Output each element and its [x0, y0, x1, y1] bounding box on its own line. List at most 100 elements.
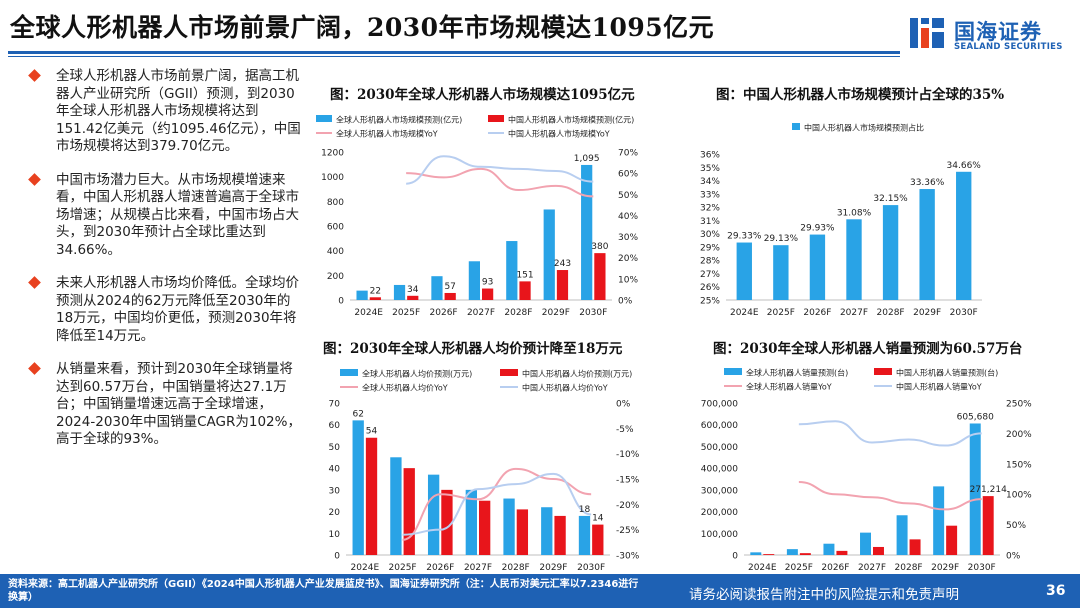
bar: [969, 423, 981, 555]
x-tick-label: 2028F: [502, 563, 530, 573]
y-tick-label: 400,000: [701, 465, 738, 475]
y-tick-label: 32%: [700, 204, 720, 214]
data-label: 32.15%: [873, 194, 908, 204]
legend-swatch: [316, 115, 332, 122]
china-share-chart: 中国人形机器人市场规模预测占比 25% 26% 27% 28% 29% 30% 31% 32% 3…: [700, 123, 982, 318]
y2-tick-label: -20%: [616, 501, 640, 511]
bar: [982, 496, 994, 555]
bar: [823, 543, 835, 555]
data-label: 93: [482, 278, 493, 288]
x-tick-label: 2029F: [913, 308, 941, 318]
logo-text-en: SEALAND SECURITIES: [954, 42, 1063, 52]
logo-text-cn: 国海证券: [954, 20, 1042, 44]
y-tick-label: 35%: [700, 164, 720, 174]
y2-tick-label: 10%: [618, 275, 638, 285]
y-tick-label: 30%: [700, 230, 720, 240]
data-label: 151: [516, 270, 533, 280]
x-tick-label: 2024E: [730, 308, 759, 318]
legend-label: 中国人形机器人均价YoY: [522, 383, 608, 393]
data-label: 31.08%: [837, 208, 872, 218]
title-underline-thin: [8, 56, 900, 57]
x-tick-label: 2029F: [542, 308, 570, 318]
bar: [556, 270, 569, 300]
y-tick-label: 40: [329, 465, 341, 475]
page-number: 36: [1046, 583, 1066, 599]
bullet-text: 全球人形机器人市场前景广阔，据高工机器人产业研究所（GGII）预测，到2030年…: [56, 68, 301, 154]
y2-tick-label: 150%: [1006, 460, 1032, 470]
series-line: [798, 420, 982, 447]
y2-tick-label: -15%: [616, 476, 640, 486]
data-label: 14: [592, 514, 604, 524]
bar: [390, 457, 402, 555]
legend-label: 全球人形机器人市场规模YoY: [336, 129, 438, 139]
legend-label: 中国人形机器人均价预测(万元): [522, 369, 632, 379]
bar: [369, 297, 381, 300]
y2-tick-label: 50%: [1006, 521, 1026, 531]
bar: [763, 554, 775, 555]
data-label: 18: [579, 505, 591, 515]
y2-tick-label: 50%: [618, 191, 638, 201]
china-share-chart-title: 图：中国人形机器人市场规模预计占全球的35%: [716, 87, 1005, 103]
data-label: 62: [352, 409, 363, 419]
bar: [786, 549, 798, 555]
bar: [503, 498, 515, 555]
data-label: 29.33%: [727, 232, 762, 242]
sealand-logo-icon: [910, 18, 944, 48]
data-label: 34: [407, 285, 419, 295]
data-label: 54: [366, 427, 378, 437]
diamond-bullet-icon: [28, 172, 41, 186]
x-tick-label: 2024E: [351, 563, 380, 573]
y-tick-label: 36%: [700, 151, 720, 161]
legend-swatch: [874, 368, 892, 375]
bar: [873, 546, 884, 555]
legend-swatch: [724, 368, 742, 375]
bar: [352, 420, 364, 555]
y-tick-label: 10: [329, 530, 341, 540]
bullet-item: 未来人形机器人市场均价降低。全球均价预测从2024的62万元降低至2030年的1…: [28, 275, 303, 345]
y-tick-label: 100,000: [701, 530, 738, 540]
y2-tick-label: -25%: [616, 526, 640, 536]
y2-tick-label: 60%: [618, 170, 638, 180]
y-tick-label: 600,000: [701, 421, 738, 431]
legend-swatch: [792, 123, 800, 130]
x-tick-label: 2027F: [840, 308, 868, 318]
bar: [581, 164, 593, 300]
x-tick-label: 2025F: [767, 308, 795, 318]
x-tick-label: 2026F: [430, 308, 458, 318]
data-label: 34.66%: [947, 161, 982, 171]
bullet-list: 全球人形机器人市场前景广阔，据高工机器人产业研究所（GGII）预测，到2030年…: [28, 68, 303, 465]
legend-label: 全球人形机器人均价预测(万元): [362, 369, 472, 379]
bar: [773, 245, 789, 300]
bullet-item: 从销量来看，预计到2030年全球销量将达到60.57万台，中国销量将达27.1万…: [28, 361, 303, 449]
bar: [516, 509, 529, 555]
y2-tick-label: -5%: [616, 425, 634, 435]
y-tick-label: 34%: [700, 177, 720, 187]
y-tick-label: 20: [329, 508, 341, 518]
y2-tick-label: 40%: [618, 212, 638, 222]
x-tick-label: 2027F: [464, 563, 492, 573]
bar: [860, 532, 871, 555]
y2-tick-label: 0%: [618, 297, 633, 307]
bullet-text: 从销量来看，预计到2030年全球销量将达到60.57万台，中国销量将达27.1万…: [56, 361, 301, 447]
y2-tick-label: 70%: [618, 149, 638, 159]
legend-label: 中国人形机器人市场规模预测占比: [804, 123, 924, 133]
bar: [365, 437, 378, 555]
x-tick-label: 2028F: [504, 308, 532, 318]
bar: [909, 539, 921, 555]
legend-label: 全球人形机器人市场规模预测(亿元): [336, 115, 462, 125]
legend-label: 中国人形机器人市场规模YoY: [508, 129, 610, 139]
y2-tick-label: -30%: [616, 552, 640, 562]
bar: [736, 242, 752, 300]
y-tick-label: 200: [327, 272, 344, 282]
brand-logo: 国海证券 SEALAND SECURITIES: [908, 14, 1068, 58]
x-tick-label: 2024E: [748, 563, 777, 573]
x-tick-label: 2030F: [579, 308, 607, 318]
legend-label: 中国人形机器人销量YoY: [896, 382, 982, 392]
y-tick-label: 26%: [700, 283, 720, 293]
avg-price-chart: 全球人形机器人均价预测(万元) 中国人形机器人均价预测(万元) 全球人形机器人均价Y…: [329, 369, 640, 574]
y-tick-label: 800: [327, 198, 344, 208]
y-tick-label: 200,000: [701, 508, 738, 518]
legend-swatch: [500, 369, 518, 376]
sales-volume-chart: 全球人形机器人销量预测(台) 中国人形机器人销量预测(台) 全球人形机器人销量YoY…: [701, 368, 1032, 574]
x-tick-label: 2030F: [577, 563, 605, 573]
